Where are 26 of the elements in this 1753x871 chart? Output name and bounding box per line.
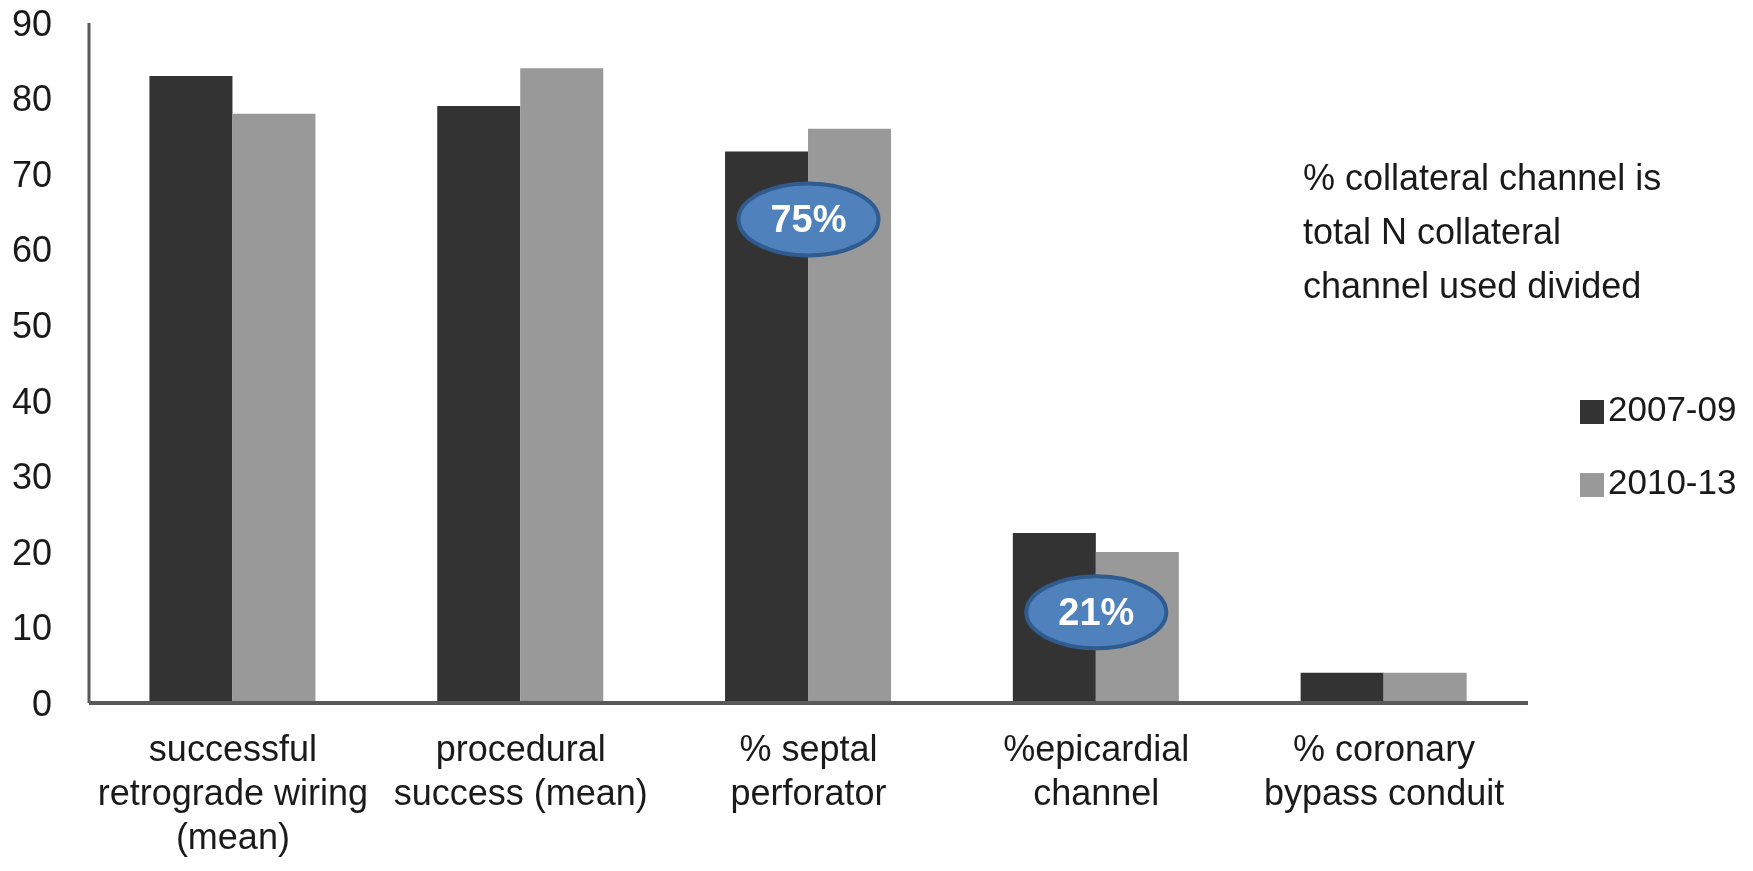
x-tick-label: % septal perforator (730, 728, 887, 813)
y-tick-label: 80 (11, 78, 52, 120)
y-tick-label: 0 (31, 682, 52, 724)
y-tick-label: 60 (11, 229, 52, 271)
y-tick-label: 90 (11, 2, 52, 44)
x-tick-label: successful retrograde wiring (mean) (97, 728, 368, 857)
bar (437, 106, 521, 703)
bar (149, 75, 233, 703)
y-tick-label: 20 (11, 531, 52, 573)
legend-label: 2010-13 (1608, 462, 1737, 501)
x-tick-label: %epicardial channel (1003, 728, 1190, 813)
annotation: 21% (1058, 591, 1135, 634)
bar (520, 68, 604, 703)
y-tick-label: 40 (11, 380, 52, 422)
legend-label: 2007-09 (1608, 389, 1737, 428)
x-tick-label: procedural success (mean) (393, 728, 648, 813)
bar (232, 113, 316, 703)
y-tick-label: 30 (11, 456, 52, 498)
annotation: % collateral channel is total N collateral channel used divided (1303, 156, 1663, 308)
annotation: 75% (770, 198, 847, 241)
bar (1383, 672, 1467, 703)
bar (1300, 672, 1384, 703)
y-tick-label: 50 (11, 305, 52, 346)
y-tick-label: 70 (11, 153, 52, 195)
y-tick-label: 10 (11, 607, 52, 649)
x-tick-label: % coronary bypass conduit (1264, 728, 1505, 813)
